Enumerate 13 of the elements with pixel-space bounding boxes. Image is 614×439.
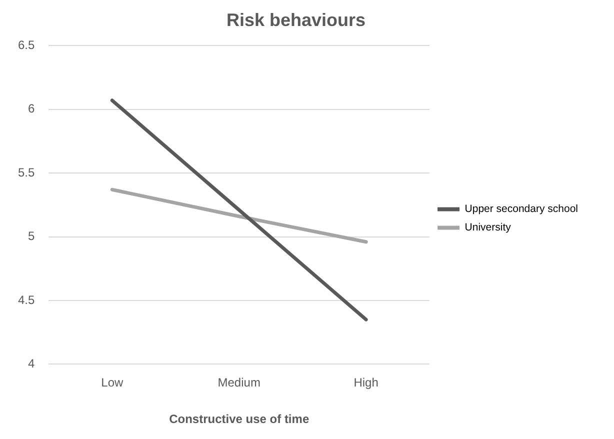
x-tick-label: Medium (218, 376, 260, 390)
y-tick-label: 6.5 (18, 38, 35, 52)
x-axis-title: Constructive use of time (169, 412, 310, 426)
y-tick-label: 5 (28, 229, 35, 244)
y-tick-label: 6 (28, 102, 35, 116)
legend-label: Upper secondary school (464, 203, 578, 216)
chart-title: Risk behaviours (226, 10, 366, 30)
x-tick-label: Low (101, 376, 124, 390)
y-tick-label: 5.5 (18, 165, 35, 180)
x-tick-label: High (354, 376, 378, 390)
y-tick-label: 4 (28, 356, 35, 371)
y-tick-label: 4.5 (18, 292, 35, 307)
legend-label: University (464, 222, 512, 234)
